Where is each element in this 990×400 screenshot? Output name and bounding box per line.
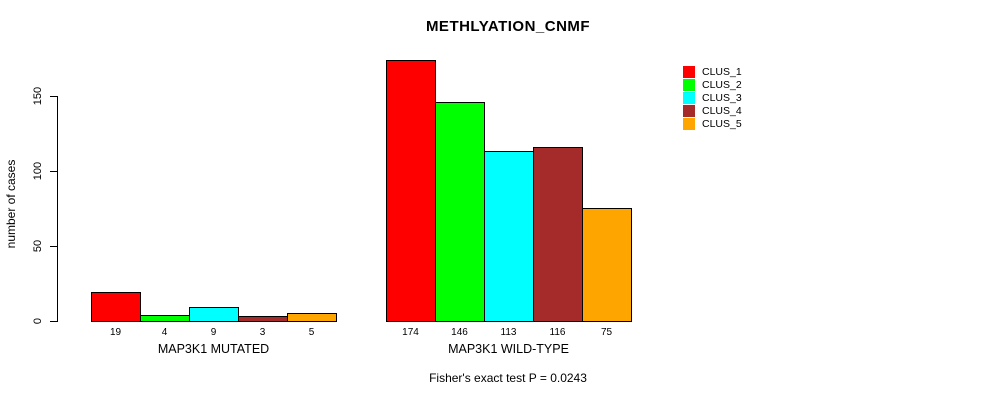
y-axis-label: number of cases (4, 159, 18, 249)
bar-clus_2 (435, 102, 485, 322)
y-tick-label: 0 (32, 317, 44, 325)
bar-clus_3 (484, 151, 534, 322)
bar-value-label: 4 (161, 327, 168, 338)
legend-swatch (683, 118, 695, 130)
bar-clus_3 (189, 307, 239, 322)
bar-value-label: 116 (549, 327, 566, 338)
y-tick-mark (50, 321, 57, 322)
y-tick-mark (50, 96, 57, 97)
bar-clus_4 (238, 316, 288, 322)
y-tick-label: 150 (32, 86, 44, 106)
legend-label: CLUS_3 (702, 92, 742, 104)
bar-clus_1 (386, 60, 436, 322)
y-axis-line (57, 96, 58, 322)
bar-clus_5 (582, 208, 632, 322)
chart-subtitle: Fisher's exact test P = 0.0243 (429, 371, 587, 385)
y-tick-mark (50, 246, 57, 247)
group-label: MAP3K1 MUTATED (157, 342, 270, 356)
bar-value-label: 9 (210, 327, 217, 338)
legend-swatch (683, 66, 695, 78)
legend-label: CLUS_4 (702, 105, 742, 117)
bar-value-label: 75 (600, 327, 613, 338)
bar-clus_4 (533, 147, 583, 322)
bar-value-label: 5 (308, 327, 315, 338)
group-label: MAP3K1 WILD-TYPE (448, 342, 569, 356)
y-tick-mark (50, 171, 57, 172)
bar-clus_5 (287, 313, 337, 322)
bar-value-label: 146 (451, 327, 468, 338)
legend-swatch (683, 79, 695, 91)
bar-value-label: 113 (500, 327, 517, 338)
legend-swatch (683, 92, 695, 104)
legend-label: CLUS_2 (702, 79, 742, 91)
legend-label: CLUS_5 (702, 118, 742, 130)
y-tick-label: 50 (32, 239, 44, 253)
legend-swatch (683, 105, 695, 117)
chart-title: METHLYATION_CNMF (425, 18, 591, 35)
legend-label: CLUS_1 (702, 66, 742, 78)
bar-value-label: 174 (402, 327, 419, 338)
bar-clus_1 (91, 292, 141, 322)
bar-value-label: 3 (259, 327, 266, 338)
y-tick-label: 100 (32, 161, 44, 181)
bar-value-label: 19 (109, 327, 122, 338)
bar-clus_2 (140, 315, 190, 322)
